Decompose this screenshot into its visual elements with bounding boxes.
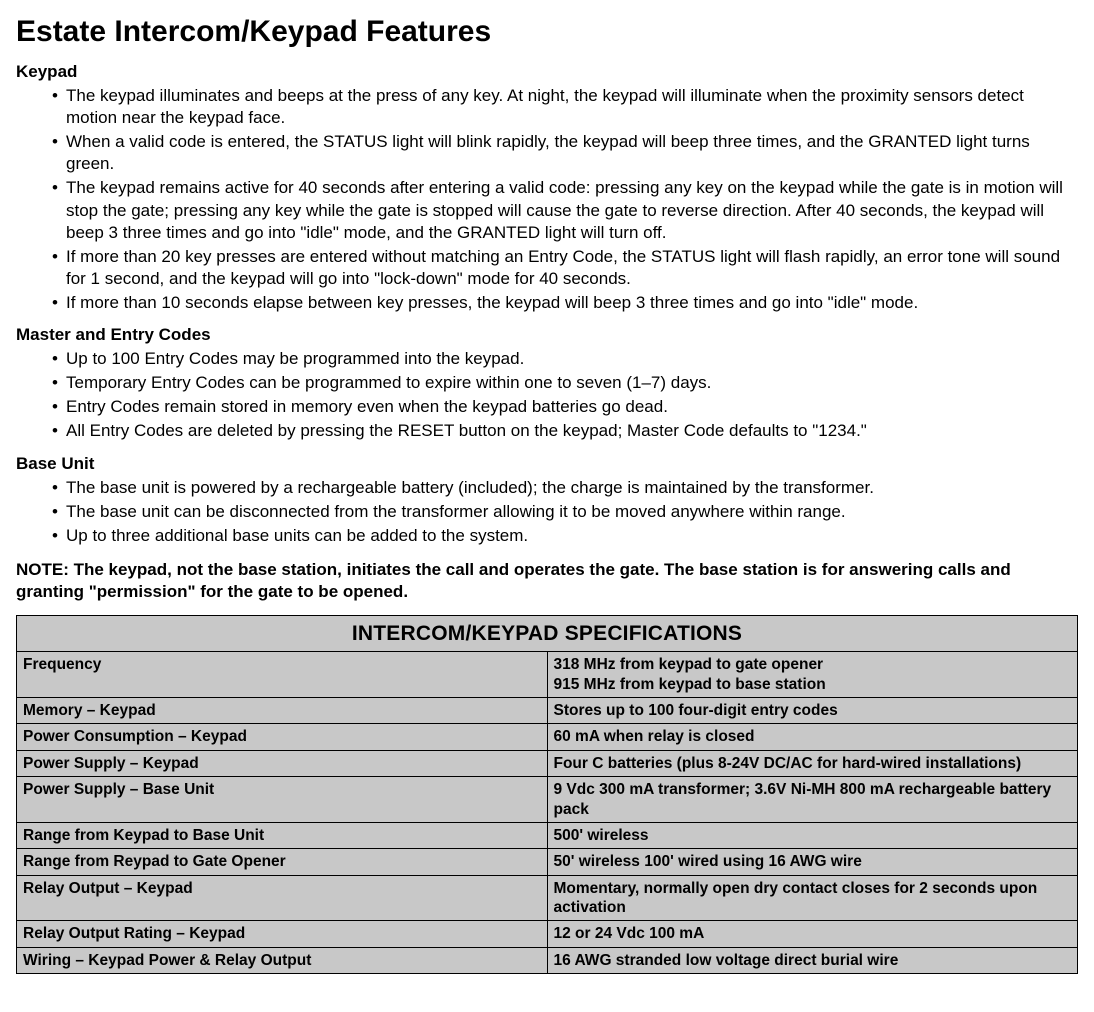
spec-label: Range from Reypad to Gate Opener [17, 849, 548, 875]
bullet-item: Temporary Entry Codes can be programmed … [52, 372, 1078, 394]
bullet-item: Up to three additional base units can be… [52, 525, 1078, 547]
spec-value: 50' wireless 100' wired using 16 AWG wir… [547, 849, 1078, 875]
spec-label: Power Consumption – Keypad [17, 724, 548, 750]
table-row: Range from Reypad to Gate Opener50' wire… [17, 849, 1078, 875]
spec-label: Relay Output – Keypad [17, 875, 548, 921]
spec-value: Momentary, normally open dry contact clo… [547, 875, 1078, 921]
note-text: NOTE: The keypad, not the base station, … [16, 559, 1078, 603]
table-row: Relay Output – KeypadMomentary, normally… [17, 875, 1078, 921]
spec-label: Power Supply – Base Unit [17, 777, 548, 823]
spec-label: Power Supply – Keypad [17, 750, 548, 776]
section-heading: Master and Entry Codes [16, 324, 1078, 346]
bullet-item: Entry Codes remain stored in memory even… [52, 396, 1078, 418]
bullet-item: When a valid code is entered, the STATUS… [52, 131, 1078, 175]
spec-table: INTERCOM/KEYPAD SPECIFICATIONS Frequency… [16, 615, 1078, 974]
table-row: Range from Keypad to Base Unit500' wirel… [17, 822, 1078, 848]
spec-label: Frequency [17, 652, 548, 698]
table-row: Power Supply – KeypadFour C batteries (p… [17, 750, 1078, 776]
table-row: Power Consumption – Keypad60 mA when rel… [17, 724, 1078, 750]
table-row: Frequency318 MHz from keypad to gate ope… [17, 652, 1078, 698]
section-heading: Keypad [16, 61, 1078, 83]
table-row: Power Supply – Base Unit9 Vdc 300 mA tra… [17, 777, 1078, 823]
spec-label: Relay Output Rating – Keypad [17, 921, 548, 947]
spec-value: 9 Vdc 300 mA transformer; 3.6V Ni-MH 800… [547, 777, 1078, 823]
spec-value: 318 MHz from keypad to gate opener915 MH… [547, 652, 1078, 698]
bullet-item: The base unit can be disconnected from t… [52, 501, 1078, 523]
bullet-item: The keypad illuminates and beeps at the … [52, 85, 1078, 129]
spec-table-body: Frequency318 MHz from keypad to gate ope… [17, 652, 1078, 974]
table-row: Memory – KeypadStores up to 100 four-dig… [17, 698, 1078, 724]
page-title: Estate Intercom/Keypad Features [16, 12, 1078, 51]
bullet-item: The keypad remains active for 40 seconds… [52, 177, 1078, 243]
bullet-item: Up to 100 Entry Codes may be programmed … [52, 348, 1078, 370]
spec-value: Stores up to 100 four-digit entry codes [547, 698, 1078, 724]
spec-value: 500' wireless [547, 822, 1078, 848]
spec-label: Memory – Keypad [17, 698, 548, 724]
spec-value: 16 AWG stranded low voltage direct buria… [547, 947, 1078, 973]
spec-value: 60 mA when relay is closed [547, 724, 1078, 750]
bullet-item: The base unit is powered by a rechargeab… [52, 477, 1078, 499]
spec-value: Four C batteries (plus 8-24V DC/AC for h… [547, 750, 1078, 776]
spec-value: 12 or 24 Vdc 100 mA [547, 921, 1078, 947]
bullet-item: If more than 20 key presses are entered … [52, 246, 1078, 290]
sections-container: KeypadThe keypad illuminates and beeps a… [16, 61, 1078, 547]
bullet-item: All Entry Codes are deleted by pressing … [52, 420, 1078, 442]
spec-label: Wiring – Keypad Power & Relay Output [17, 947, 548, 973]
bullet-item: If more than 10 seconds elapse between k… [52, 292, 1078, 314]
section-heading: Base Unit [16, 453, 1078, 475]
bullet-list: The keypad illuminates and beeps at the … [16, 85, 1078, 314]
table-row: Wiring – Keypad Power & Relay Output16 A… [17, 947, 1078, 973]
spec-table-title: INTERCOM/KEYPAD SPECIFICATIONS [17, 616, 1078, 652]
table-row: Relay Output Rating – Keypad12 or 24 Vdc… [17, 921, 1078, 947]
bullet-list: Up to 100 Entry Codes may be programmed … [16, 348, 1078, 442]
bullet-list: The base unit is powered by a rechargeab… [16, 477, 1078, 547]
spec-label: Range from Keypad to Base Unit [17, 822, 548, 848]
